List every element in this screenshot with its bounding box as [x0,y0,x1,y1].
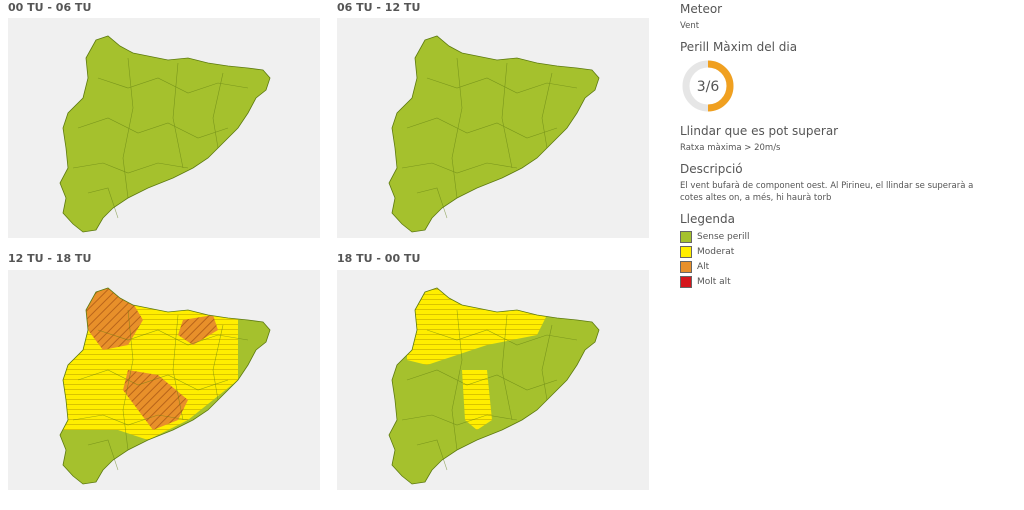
legend-label: Molt alt [697,276,731,287]
maps: 00 TU - 06 TU 06 TU - 12 TU 12 TU - 18 T… [8,1,649,490]
map-panel [8,18,320,238]
legend-item: Alt [680,259,1020,274]
panel-title: 12 TU - 18 TU [8,252,91,265]
heading: Perill Màxim del dia [680,40,798,54]
legend-swatch [680,245,692,258]
legend-swatch [680,230,692,243]
legend-swatch [680,260,692,273]
heading: Llindar que es pot superar [680,124,839,138]
sidebar: Meteor Vent Perill Màxim del dia 3/6 Lli… [680,2,1020,289]
heading: Meteor [680,2,723,16]
panel-title: 00 TU - 06 TU [8,1,91,14]
legend-swatch [680,275,692,288]
legend: Sense perill Moderat Alt Molt alt [680,229,1020,289]
heading: Descripció [680,162,743,176]
text: El vent bufarà de component oest. Al Pir… [680,181,974,203]
heading: Llegenda [680,212,735,226]
gauge: 3/6 [682,60,734,112]
legend-item: Molt alt [680,274,1020,289]
legend-label: Alt [697,261,710,272]
map-panel [337,270,649,490]
legend-label: Sense perill [697,231,750,242]
map-panel [8,270,320,490]
map-panel [337,18,649,238]
text: Ratxa màxima > 20m/s [680,143,781,153]
panel-title: 18 TU - 00 TU [337,252,420,265]
gauge-label: 3/6 [697,79,720,95]
legend-item: Sense perill [680,229,1020,244]
legend-label: Moderat [697,246,735,257]
panel-title: 06 TU - 12 TU [337,1,420,14]
legend-item: Moderat [680,244,1020,259]
text: Vent [680,21,700,31]
gauge-arc [707,60,734,112]
